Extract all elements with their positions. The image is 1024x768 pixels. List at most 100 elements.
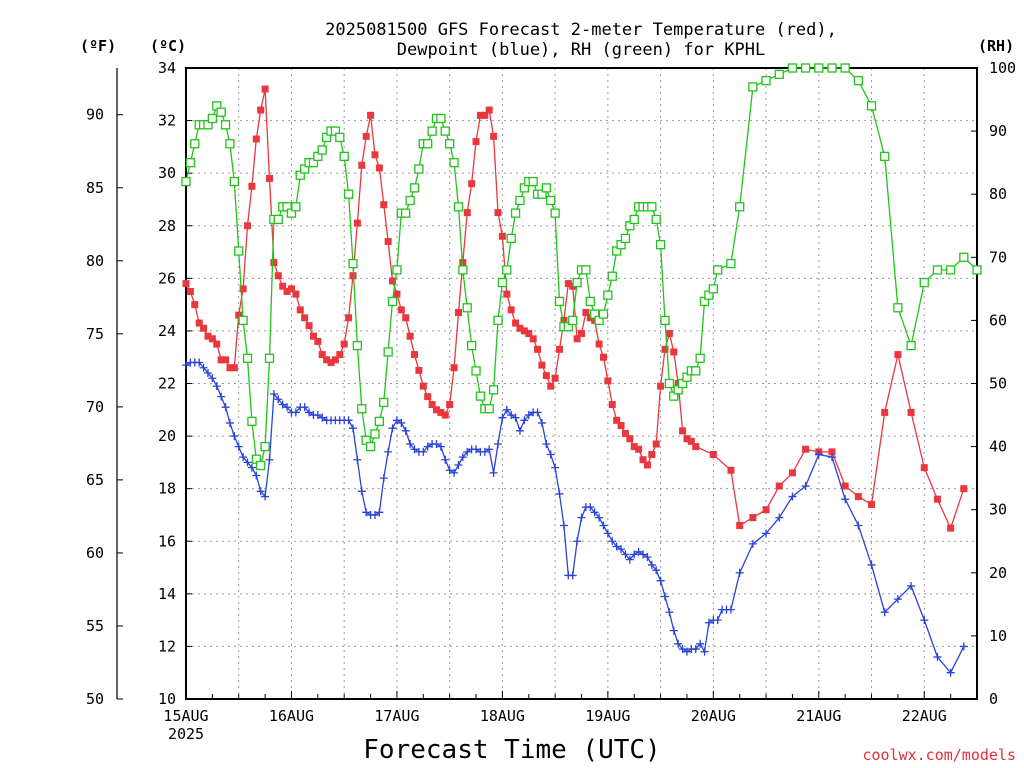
dew-point (801, 482, 810, 491)
temp-point (226, 364, 234, 372)
temp-point (309, 332, 317, 340)
tick-label-f: 65 (86, 471, 104, 489)
dew-point (318, 413, 327, 422)
temp-point (305, 322, 313, 330)
temp-point (265, 174, 273, 182)
tick-label-rh: 10 (989, 627, 1007, 645)
x-axis-label: Forecast Time (UTC) (363, 735, 660, 765)
rh-point (695, 353, 705, 363)
dew-point (265, 455, 274, 464)
tick-label-x: 21AUG (796, 707, 841, 725)
temp-point (323, 356, 331, 364)
rh-point (866, 101, 877, 111)
tick-label-rh: 90 (989, 122, 1007, 140)
temp-point (498, 232, 506, 240)
dew-point (203, 368, 212, 377)
temp-point (340, 340, 348, 348)
temp-point (252, 135, 260, 143)
dew-point (704, 618, 713, 627)
rh-point (493, 315, 503, 326)
dew-point (893, 595, 902, 604)
tick-label-c: 14 (158, 585, 176, 603)
dew-point (775, 513, 784, 522)
dew-point (669, 626, 678, 635)
rh-point (379, 397, 389, 408)
temp-point (573, 335, 581, 343)
dew-point (353, 455, 362, 464)
temp-point (564, 280, 572, 288)
dew-point (432, 439, 441, 448)
dew-point (537, 418, 546, 427)
rh-point (906, 340, 916, 351)
dew-point (674, 639, 683, 648)
axes (116, 67, 978, 700)
temp-point (195, 319, 203, 327)
rh-point (401, 208, 411, 218)
temp-point (283, 287, 291, 295)
temp-point (643, 461, 651, 469)
dew-point (392, 416, 401, 425)
rh-point (458, 265, 468, 275)
dew-point (656, 576, 665, 585)
dew-point (590, 508, 599, 517)
tick-label-rh: 80 (989, 185, 1007, 203)
dew-point (814, 450, 823, 459)
temp-point (709, 450, 717, 458)
dew-point (348, 424, 357, 433)
dew-point (533, 408, 542, 417)
rh-point (238, 315, 248, 326)
temp-point (327, 358, 335, 366)
dew-point (212, 382, 221, 391)
tick-label-c: 12 (158, 637, 176, 655)
temp-point (507, 306, 515, 314)
temp-point (230, 364, 238, 372)
tick-label-rh: 30 (989, 501, 1007, 519)
temp-point (217, 356, 225, 364)
dew-point (920, 616, 929, 625)
temp-point (661, 345, 669, 353)
rh-point (959, 252, 969, 262)
dew-point (700, 647, 709, 656)
rh-point (405, 195, 415, 206)
rh-point (761, 75, 771, 86)
tick-label-rh: 0 (989, 690, 998, 708)
temp-point (599, 353, 607, 361)
temp-point (248, 182, 256, 190)
rh-point (787, 63, 798, 73)
temp-point (516, 324, 524, 332)
temp-point (213, 340, 221, 348)
dew-point (221, 403, 230, 412)
temp-point (828, 448, 836, 456)
dew-point (357, 487, 366, 496)
dew-point (300, 403, 309, 412)
rh-point (317, 145, 327, 155)
temp-point (358, 161, 366, 169)
dew-point (247, 463, 256, 472)
temp-point (389, 277, 397, 285)
temp-point (397, 306, 405, 314)
rh-point (383, 347, 393, 357)
rh-point (840, 63, 850, 73)
dew-point (423, 442, 432, 451)
tick-label-f: 80 (86, 252, 104, 270)
credit-text[interactable]: coolwx.com/models (862, 746, 1016, 764)
tick-label-f: 60 (86, 544, 104, 562)
rh-point (207, 113, 218, 124)
dew-point (274, 395, 283, 404)
temp-point (788, 469, 796, 477)
temp-point (446, 401, 454, 409)
tick-label-c: 20 (158, 427, 176, 445)
temp-point (534, 345, 542, 353)
dew-point (617, 545, 626, 554)
tick-label-c: 24 (158, 322, 176, 340)
temp-point (617, 422, 625, 430)
temp-point (191, 301, 199, 309)
rh-point (515, 195, 525, 206)
temp-point (222, 356, 230, 364)
rh-point (620, 233, 631, 244)
dew-point (660, 592, 669, 601)
dew-point (748, 539, 757, 548)
left-unit-f: (ºF) (80, 37, 116, 55)
tick-label-c: 26 (158, 269, 176, 287)
